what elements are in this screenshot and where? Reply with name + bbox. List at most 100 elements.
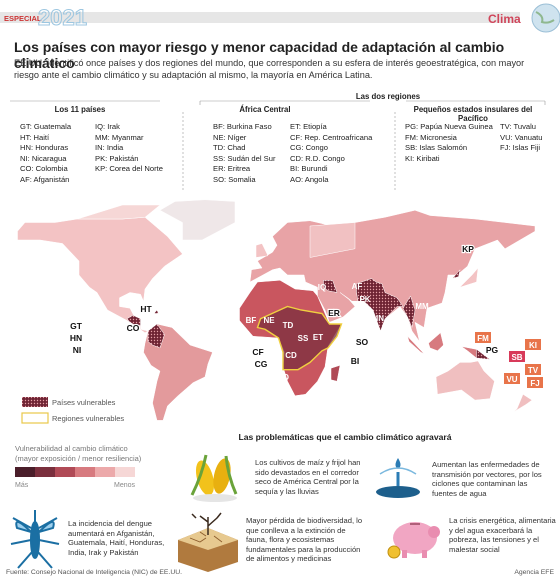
- map-label: TD: [283, 321, 294, 330]
- vulnerable-country: [147, 323, 165, 349]
- dry-land-icon: [178, 512, 238, 572]
- list-item: SS: Sudán del Sur: [213, 153, 276, 163]
- madagascar: [330, 364, 341, 382]
- map-label: FM: [477, 334, 489, 343]
- list-heading: Los 11 países: [54, 105, 106, 114]
- scale-title: Vulnerabilidad al cambio climático: [15, 444, 128, 453]
- globe-icon: [531, 3, 560, 33]
- list-item: BI: Burundi: [290, 164, 328, 173]
- uk: [255, 243, 269, 258]
- russia-west: [309, 222, 356, 258]
- map-label: SS: [298, 334, 309, 343]
- header-band: [0, 12, 520, 23]
- map-label: PG: [486, 345, 499, 355]
- source: Fuente: Consejo Nacional de Inteligencia…: [6, 569, 183, 576]
- problems-heading: Las problemáticas que el cambio climátic…: [238, 432, 452, 442]
- vulnerable-country: [476, 348, 491, 360]
- scale-swatch: [55, 467, 75, 477]
- label-box: [475, 332, 491, 343]
- scale-less: Menos: [114, 482, 136, 489]
- australia: [435, 360, 495, 401]
- list-item: FJ: Islas Fiji: [500, 143, 541, 152]
- arctic-islands: [77, 204, 161, 220]
- map-label: CF: [252, 347, 263, 357]
- list-item: TD: Chad: [213, 143, 246, 152]
- map-label: AO: [277, 373, 289, 382]
- problem-text: Mayor pérdida de biodiversidad, lo que c…: [246, 516, 363, 564]
- scale-swatch: [95, 467, 115, 477]
- problem-text: Los cultivos de maíz y frijol han sido d…: [255, 458, 361, 496]
- north-america: [17, 216, 183, 334]
- year-label: 2021: [38, 5, 87, 30]
- legend-swatch-regions: [21, 412, 49, 424]
- label-box: [504, 373, 520, 384]
- scale-swatch: [75, 467, 95, 477]
- south-america: [143, 323, 213, 421]
- world-map: [17, 199, 536, 421]
- list-item: NE: Níger: [213, 132, 247, 142]
- subtitle: EE.UU. identificó once países y dos regi…: [14, 58, 525, 80]
- map-label: GT: [70, 321, 83, 331]
- vulnerable-country: [451, 269, 461, 279]
- list-item: PK: Pakistán: [95, 153, 139, 163]
- list-item: AF: Afganistán: [20, 174, 70, 184]
- vulnerable-country: [323, 280, 338, 293]
- label-box: [525, 339, 541, 350]
- map-label: VU: [506, 375, 517, 384]
- map-labels: KP HT GT HN NI CO AF IQ PK IN MM BF NE TD ER SO ET SS CF CG…: [69, 243, 543, 388]
- vulnerable-country: [153, 309, 159, 314]
- map-label: CG: [255, 359, 268, 369]
- japan: [459, 267, 479, 288]
- list-item: IQ: Irak: [95, 122, 120, 131]
- map-label: FJ: [530, 379, 539, 388]
- map-label: HN: [70, 333, 82, 343]
- map-label: NE: [263, 316, 275, 325]
- list-item: ER: Eritrea: [213, 164, 251, 173]
- list-heading: Las dos regiones: [355, 92, 421, 101]
- map-label: SB: [511, 353, 522, 362]
- list-item: NI: Nicaragua: [20, 153, 67, 163]
- corn-icon: [190, 454, 238, 502]
- globe-land: [535, 11, 555, 24]
- list-item: KI: Kiribati: [405, 153, 440, 163]
- legend-label: Países vulnerables: [52, 398, 116, 407]
- bracket: [199, 100, 546, 105]
- list-item: SO: Somalia: [213, 174, 256, 184]
- label-box: [525, 364, 541, 375]
- map-label: CO: [127, 323, 140, 333]
- list-item: GT: Guatemala: [20, 122, 72, 131]
- greenland: [159, 199, 236, 241]
- mosquito-icon: [10, 510, 60, 569]
- sumatra: [407, 336, 425, 354]
- map-label: IQ: [318, 283, 326, 292]
- scale-more: Más: [15, 482, 29, 489]
- list-item: HN: Honduras: [20, 143, 69, 152]
- problem-text: La crisis energética, alimentaria y del …: [449, 516, 556, 554]
- map-label: TV: [528, 366, 539, 375]
- list-heading: Pequeños estados insulares del Pacífico: [413, 105, 533, 123]
- scale-swatch: [15, 467, 35, 477]
- vulnerable-country: [126, 314, 141, 326]
- list-heading: África Central: [239, 105, 291, 114]
- list-item: CD: R.D. Congo: [290, 153, 345, 163]
- map-label: KP: [462, 244, 474, 254]
- map-label: BF: [246, 316, 257, 325]
- map-label: IN: [376, 314, 384, 323]
- scale-swatch: [115, 467, 135, 477]
- map-label: AF: [352, 282, 363, 291]
- borneo: [428, 332, 444, 352]
- map-label: NI: [73, 345, 82, 355]
- map-label: KI: [529, 341, 537, 350]
- map-label: ET: [313, 333, 323, 342]
- list-item: TV: Tuvalu: [500, 122, 537, 131]
- vulnerable-country: [402, 295, 416, 329]
- map-label: ER: [328, 308, 340, 318]
- list-item: CG: Congo: [290, 143, 328, 152]
- list-item: KP: Corea del Norte: [95, 164, 163, 173]
- list-item: AO: Angola: [290, 174, 329, 184]
- list-item: FM: Micronesia: [405, 132, 457, 142]
- water-icon: [376, 458, 420, 498]
- list-item: HT: Haití: [20, 132, 50, 142]
- map-label: BI: [351, 356, 360, 366]
